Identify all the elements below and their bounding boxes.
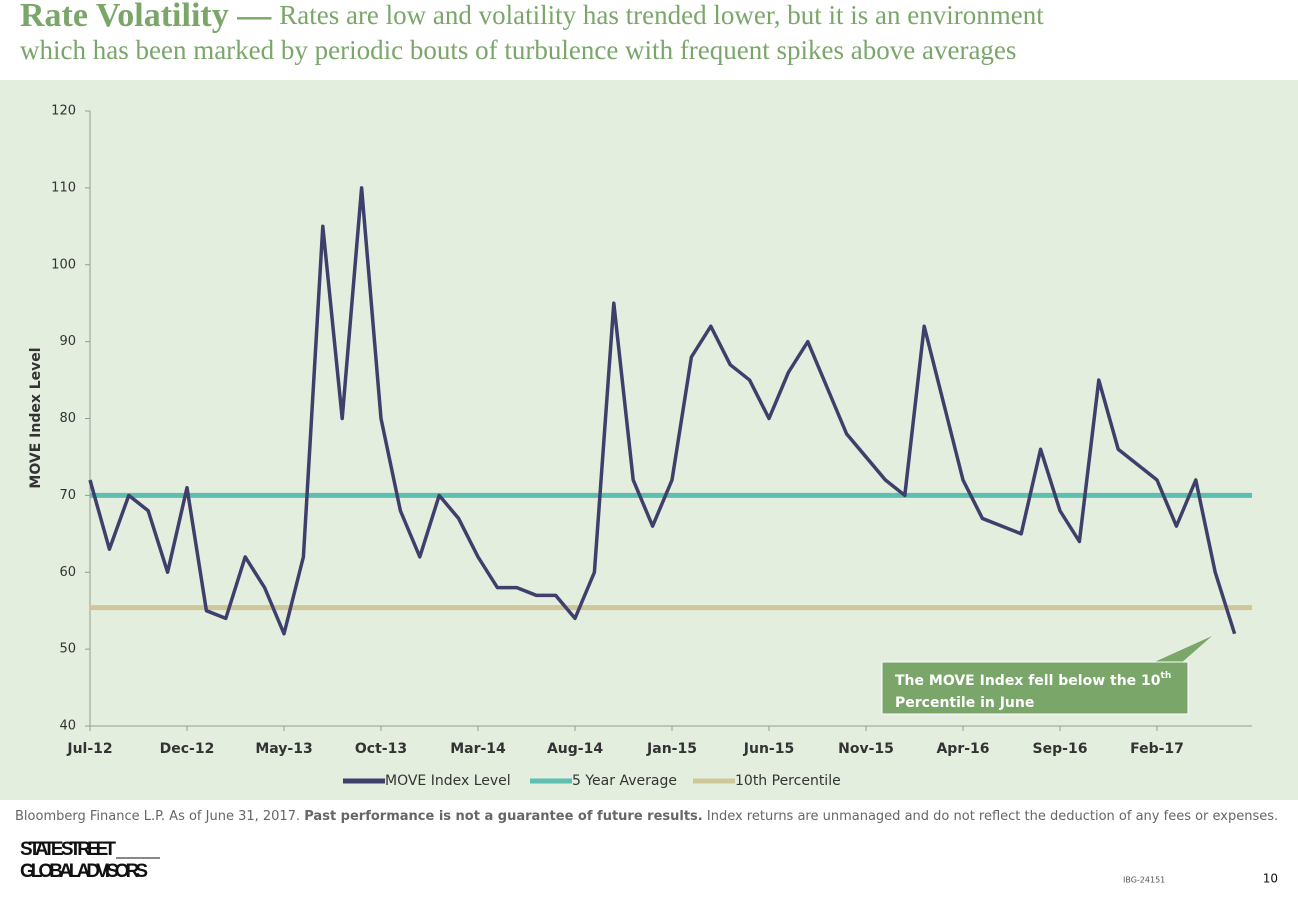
source: Bloomberg Finance L.P. As of June 31, 20…	[15, 809, 300, 824]
x-tick-label: Dec-12	[160, 741, 215, 757]
x-tick-label: May-13	[255, 741, 312, 757]
annotation-text: The MOVE Index fell below the 10	[895, 673, 1161, 689]
x-tick-label: Apr-16	[936, 741, 989, 757]
note: Index returns are unmanaged and do not r…	[707, 809, 1278, 824]
y-tick-label: 100	[51, 257, 76, 272]
y-tick-label: 70	[59, 488, 76, 503]
page-number: 10	[1263, 872, 1278, 886]
logo: STATE STREET	[20, 839, 116, 860]
annotation-pointer	[1150, 636, 1212, 664]
y-tick-label: 90	[59, 334, 76, 349]
subtitle: Rates are low and volatility has trended…	[279, 0, 1044, 30]
legend-label: MOVE Index Level	[385, 773, 511, 789]
x-tick-label: Jan-15	[646, 741, 697, 757]
footnote: Bloomberg Finance L.P. As of June 31, 20…	[15, 809, 1278, 824]
x-tick-label: Oct-13	[355, 741, 407, 757]
title: Rate Volatility —	[20, 0, 272, 34]
legend-label: 10th Percentile	[735, 773, 841, 789]
y-axis-label: MOVE Index Level	[28, 347, 44, 488]
subtitle: which has been marked by periodic bouts …	[20, 35, 1016, 65]
x-tick-label: Aug-14	[547, 741, 603, 757]
disclaimer: Past performance is not a guarantee of f…	[304, 809, 703, 824]
annotation: The MOVE Index fell below the 10th Percen…	[881, 636, 1212, 715]
annotation-text: Percentile in June	[895, 695, 1034, 711]
legend-label: 5 Year Average	[572, 773, 677, 789]
series-line	[88, 186, 1237, 636]
plot: 40 50 60 70 80 90 100 110 120 Jul-12 Dec-12 May-13 O…	[51, 104, 1252, 789]
x-tick-label: Nov-15	[838, 741, 894, 757]
y-tick-label: 60	[59, 565, 76, 580]
x-tick-label: Jun-15	[743, 741, 794, 757]
y-tick-label: 50	[59, 642, 76, 657]
y-tick-label: 120	[51, 104, 76, 119]
y-tick-label: 40	[59, 719, 76, 734]
slide-title: Rate Volatility — Rates are low and volat…	[20, 0, 1044, 34]
annotation-text: The MOVE Index fell below the 10th	[895, 671, 1171, 690]
y-tick-label: 80	[59, 411, 76, 426]
x-tick-label: Feb-17	[1130, 741, 1184, 757]
doc-code: IBG-24151	[1123, 876, 1165, 885]
x-tick-label: Jul-12	[66, 741, 112, 757]
annotation-box	[881, 661, 1189, 715]
y-tick-label: 110	[51, 180, 76, 195]
x-tick-label: Sep-16	[1033, 741, 1088, 757]
x-tick-label: Mar-14	[450, 741, 506, 757]
annotation-sup: th	[1161, 671, 1172, 681]
logo: GLOBAL ADVISORS	[20, 861, 148, 882]
